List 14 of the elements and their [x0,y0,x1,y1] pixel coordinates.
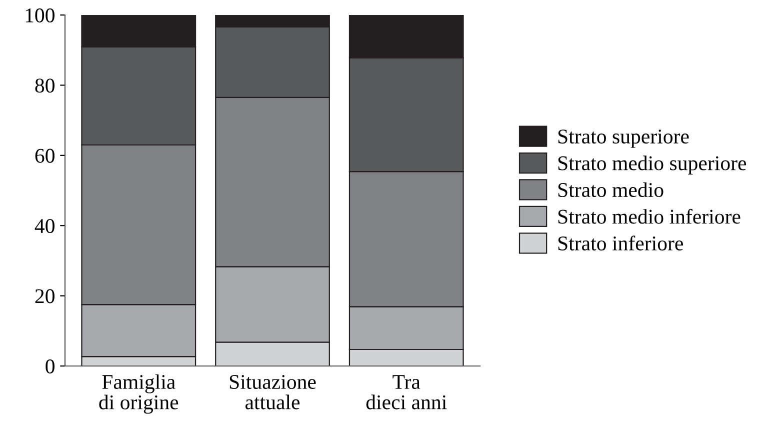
legend-label: Strato superiore [558,130,689,148]
y-tick-label: 100 [26,8,54,22]
x-tick-label: Situazione attuale [230,374,316,410]
y-tick-label: 0 [46,359,54,374]
y-tick-label: 20 [35,289,54,304]
y-tick-label: 40 [34,218,54,234]
legend-label: Strato inferiore [558,236,683,250]
x-tick-label: Tra dieci anni [366,375,447,410]
legend-label: Strato medio [558,182,664,198]
legend-label: Strato medio inferiore [558,208,740,224]
legend-label: Strato medio superiore [558,156,746,175]
y-tick-label: 80 [35,78,54,93]
y-tick-label: 60 [35,148,54,163]
x-tick-label: Famiglia di origine [99,374,178,414]
